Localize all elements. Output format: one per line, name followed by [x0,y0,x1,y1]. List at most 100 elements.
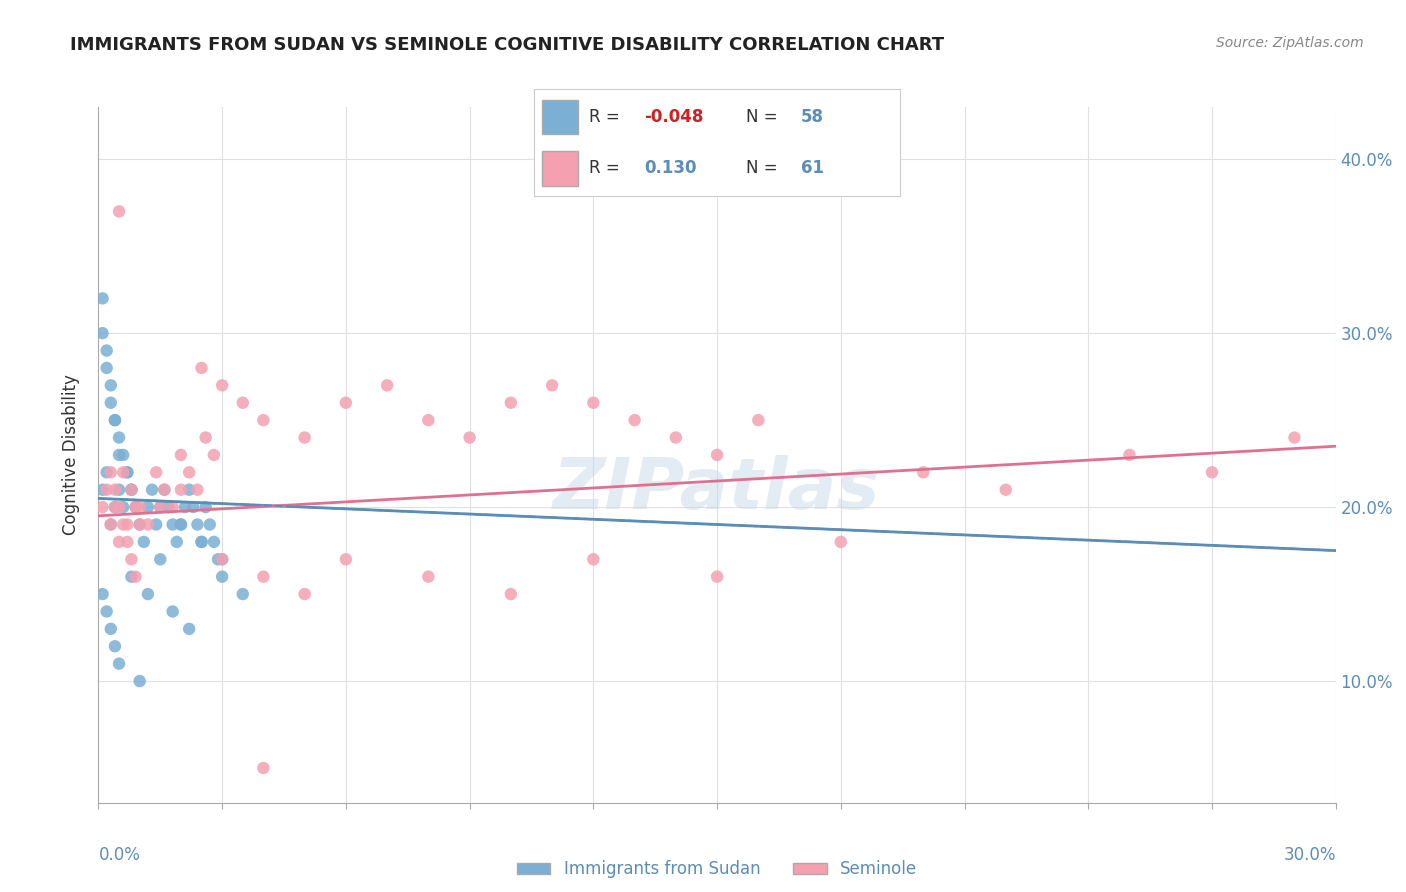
Point [136,587,159,601]
Point [211,569,233,583]
Point [100,395,122,409]
Point [706,569,728,583]
Point [108,500,131,514]
Point [170,448,193,462]
Point [124,569,146,583]
Point [128,517,150,532]
Point [100,378,122,392]
Point [1284,430,1306,444]
Point [91,500,114,514]
Point [157,500,180,514]
Point [104,639,127,653]
Point [211,552,233,566]
Point [252,413,274,427]
Point [294,430,316,444]
Point [153,483,176,497]
Point [145,466,167,480]
Point [108,657,131,671]
Text: IMMIGRANTS FROM SUDAN VS SEMINOLE COGNITIVE DISABILITY CORRELATION CHART: IMMIGRANTS FROM SUDAN VS SEMINOLE COGNIT… [70,36,945,54]
Point [120,483,142,497]
Point [499,395,522,409]
Point [181,500,204,514]
Point [91,483,114,497]
Point [211,552,233,566]
Point [252,761,274,775]
Point [541,378,564,392]
Point [108,534,131,549]
Point [108,204,131,219]
Point [136,517,159,532]
Point [162,500,184,514]
Point [117,466,139,480]
Point [202,448,225,462]
Point [294,587,316,601]
Point [912,466,935,480]
Point [198,517,221,532]
Text: N =: N = [747,108,783,126]
Point [96,466,118,480]
Point [104,500,127,514]
Point [128,517,150,532]
Text: -0.048: -0.048 [644,108,703,126]
Point [91,587,114,601]
Point [128,500,150,514]
Point [117,466,139,480]
Point [162,605,184,619]
Point [124,500,146,514]
Point [418,569,440,583]
Point [830,534,852,549]
Point [91,326,114,340]
Point [108,483,131,497]
Point [153,483,176,497]
Point [207,552,229,566]
Point [166,534,188,549]
Text: 30.0%: 30.0% [1284,847,1336,864]
Point [108,448,131,462]
Point [232,395,254,409]
Text: Source: ZipAtlas.com: Source: ZipAtlas.com [1216,36,1364,50]
Point [174,500,197,514]
FancyBboxPatch shape [541,100,578,134]
Point [96,605,118,619]
Point [1201,466,1223,480]
Point [232,587,254,601]
Legend: Immigrants from Sudan, Seminole: Immigrants from Sudan, Seminole [510,854,924,885]
Point [132,534,155,549]
Text: 61: 61 [801,160,824,178]
Point [179,622,201,636]
Point [136,500,159,514]
Point [252,569,274,583]
Point [96,483,118,497]
Point [582,395,605,409]
Point [96,343,118,358]
Point [100,517,122,532]
Point [112,500,135,514]
Point [104,500,127,514]
Point [104,483,127,497]
Text: 0.130: 0.130 [644,160,696,178]
Point [141,483,163,497]
Point [375,378,398,392]
Point [623,413,645,427]
Point [149,500,172,514]
Text: R =: R = [589,108,626,126]
Point [100,466,122,480]
Point [120,569,142,583]
Point [335,552,357,566]
Point [112,517,135,532]
Point [179,483,201,497]
Point [149,552,172,566]
Point [128,674,150,689]
Point [108,430,131,444]
Point [117,534,139,549]
Point [170,517,193,532]
Point [162,517,184,532]
Point [994,483,1017,497]
Point [418,413,440,427]
Point [190,534,212,549]
Point [747,413,769,427]
Text: R =: R = [589,160,626,178]
Text: ZIPatlas: ZIPatlas [554,455,880,524]
Point [335,395,357,409]
Point [120,552,142,566]
